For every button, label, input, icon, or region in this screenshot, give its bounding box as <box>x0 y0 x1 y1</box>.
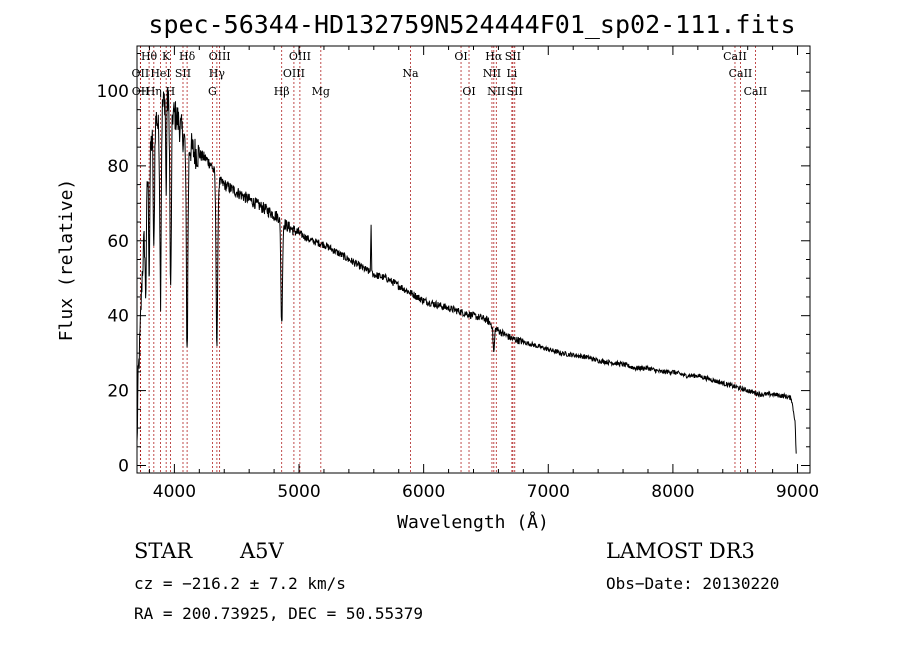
line-marker-label: OIII <box>209 50 231 63</box>
survey-name: LAMOST DR3 <box>606 539 755 563</box>
line-marker-label: Hθ <box>141 50 158 63</box>
x-tick-label: 9000 <box>776 482 819 502</box>
x-axis-label: Wavelength (Å) <box>397 511 549 533</box>
line-marker-label: Hη <box>146 85 162 98</box>
line-marker-label: CaII <box>744 85 768 98</box>
line-marker-label: CaII <box>729 67 753 80</box>
line-marker-label: Mg <box>312 85 330 98</box>
line-marker-label: SII <box>175 67 191 80</box>
y-tick-label: 80 <box>107 157 129 177</box>
line-marker-label: NII <box>487 85 505 98</box>
line-marker-label: Hα <box>485 50 503 63</box>
x-tick-label: 7000 <box>527 482 570 502</box>
line-marker-label: Li <box>506 67 517 80</box>
line-marker-label: OIII <box>283 67 305 80</box>
line-marker-label: OI <box>454 50 467 63</box>
x-tick-label: 8000 <box>651 482 694 502</box>
spectral-class: A5V <box>239 539 285 563</box>
x-tick-label: 5000 <box>277 482 320 502</box>
line-marker-label: OII <box>132 85 150 98</box>
ra-dec: RA = 200.73925, DEC = 50.55379 <box>134 604 423 623</box>
line-marker-label: SII <box>507 85 523 98</box>
y-tick-label: 100 <box>97 82 129 102</box>
line-marker-label: G <box>208 85 217 98</box>
plot-frame <box>136 45 811 474</box>
y-axis-label: Flux (relative) <box>56 179 77 342</box>
line-marker-label: CaII <box>723 50 747 63</box>
spectrum-line <box>136 88 797 454</box>
observation-date: Obs−Date: 20130220 <box>606 574 779 593</box>
redshift-velocity: cz = −216.2 ± 7.2 km/s <box>134 574 346 593</box>
line-marker-label: OI <box>462 85 475 98</box>
y-axis-ticks: 0 20 40 60 80 100 <box>97 52 810 477</box>
y-tick-label: 60 <box>107 232 129 252</box>
x-axis-ticks: 4000 5000 6000 7000 8000 9000 <box>148 46 819 502</box>
x-tick-label: 6000 <box>402 482 445 502</box>
line-marker-label: Na <box>402 67 419 80</box>
chart-title: spec-56344-HD132759N524444F01_sp02-111.f… <box>148 10 795 39</box>
y-tick-label: 20 <box>107 382 129 402</box>
line-marker-label: OII <box>132 67 150 80</box>
y-tick-label: 40 <box>107 307 129 327</box>
line-marker-label: H <box>166 85 176 98</box>
line-markers <box>139 46 756 473</box>
object-type: STAR <box>134 539 193 563</box>
line-marker-label: Hβ <box>274 85 290 98</box>
line-marker-label: HeI <box>150 67 170 80</box>
x-tick-label: 4000 <box>153 482 196 502</box>
line-marker-label: Hδ <box>179 50 196 63</box>
line-marker-label: Hγ <box>209 67 226 80</box>
y-tick-label: 0 <box>118 457 129 477</box>
line-marker-label: OIII <box>289 50 311 63</box>
line-marker-label: NII <box>483 67 501 80</box>
line-marker-label: K <box>162 50 171 63</box>
line-marker-label: SII <box>505 50 521 63</box>
